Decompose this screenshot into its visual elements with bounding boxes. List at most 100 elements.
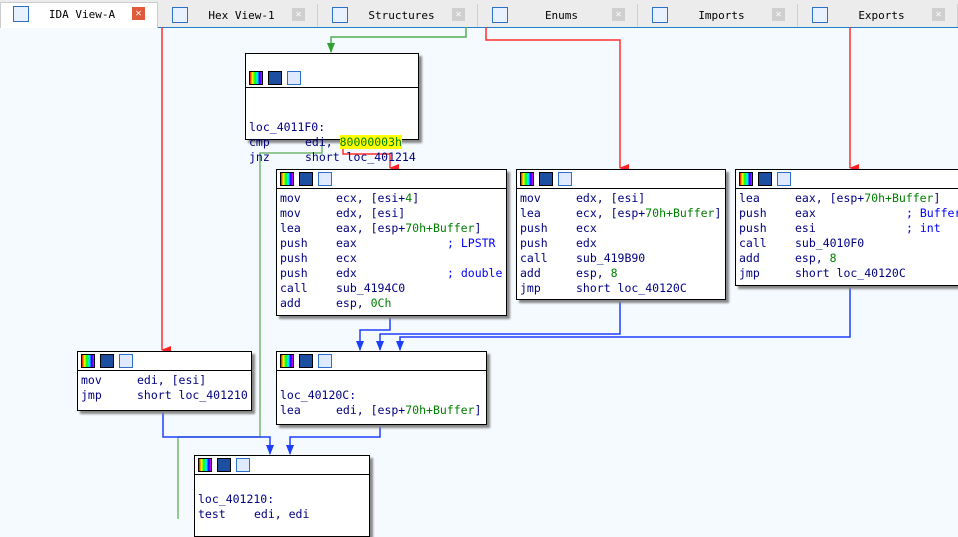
- operand: edx: [576, 236, 597, 250]
- mnemonic: call: [739, 236, 767, 250]
- close-icon[interactable]: ✕: [452, 8, 465, 21]
- edge-true: [485, 27, 629, 172]
- instruction-line[interactable]: mov edi, [esi]: [81, 373, 206, 387]
- code-block[interactable]: mov edx, [esi] lea ecx, [esp+70h+Buffer] p…: [516, 169, 726, 300]
- instruction-line[interactable]: push ecx: [280, 251, 357, 265]
- exports-icon: [812, 7, 828, 23]
- highlighted-constant[interactable]: 80000003h: [339, 135, 402, 149]
- instruction-line[interactable]: push eax ; Buffer: [739, 206, 958, 220]
- instruction-line[interactable]: jmp short loc_40120C: [739, 266, 906, 280]
- instruction-line[interactable]: lea ecx, [esp+70h+Buffer]: [520, 206, 721, 220]
- block-label: loc_4011F0:: [249, 120, 326, 134]
- close-icon[interactable]: ✕: [772, 8, 785, 21]
- instruction-line[interactable]: add esp, 8: [739, 251, 837, 265]
- operand-tail: ]: [412, 191, 420, 205]
- edge-false: [177, 139, 323, 519]
- instruction-line[interactable]: call sub_4194C0: [280, 281, 405, 295]
- instruction-line[interactable]: push esi ; int: [739, 221, 941, 235]
- mnemonic: jmp: [81, 388, 102, 402]
- color-icon[interactable]: [280, 172, 294, 186]
- tab-exports[interactable]: Exports ✕: [800, 4, 958, 27]
- mnemonic: lea: [280, 221, 301, 235]
- mnemonic: add: [520, 266, 541, 280]
- instruction-line[interactable]: add esp, 0Ch: [280, 296, 391, 310]
- instruction-line[interactable]: mov edx, [esi]: [520, 191, 645, 205]
- edit-icon[interactable]: [539, 172, 553, 186]
- color-icon[interactable]: [249, 71, 263, 85]
- tab-hex-view-1[interactable]: Hex View-1 ✕: [160, 4, 318, 27]
- operand: esi: [795, 221, 816, 235]
- edit-icon[interactable]: [268, 71, 282, 85]
- operand: esp,: [336, 296, 371, 310]
- operand: edi, [esp+: [336, 403, 406, 417]
- mnemonic: jmp: [739, 266, 760, 280]
- instruction-line[interactable]: push eax ; LPSTR: [280, 236, 495, 250]
- mnemonic: push: [739, 221, 767, 235]
- tab-ida-view-a[interactable]: IDA View-A ✕: [0, 2, 158, 28]
- code-block-loc-401210[interactable]: loc_401210: test edi, edi: [194, 455, 370, 537]
- instruction-line[interactable]: push edx: [520, 236, 597, 250]
- operand: short loc_401214: [305, 150, 416, 164]
- instruction-line[interactable]: jmp short loc_401210: [81, 388, 248, 402]
- close-icon[interactable]: ✕: [932, 8, 945, 21]
- block-header: [78, 352, 251, 371]
- operand: short loc_40120C: [795, 266, 906, 280]
- edit-icon[interactable]: [217, 458, 231, 472]
- color-icon[interactable]: [739, 172, 753, 186]
- instruction-line[interactable]: mov ecx, [esi+4]: [280, 191, 419, 205]
- edge-jump: [376, 298, 621, 351]
- color-icon[interactable]: [520, 172, 534, 186]
- instruction-line[interactable]: call sub_4010F0: [739, 236, 864, 250]
- tab-imports[interactable]: Imports ✕: [640, 4, 798, 27]
- instruction-line[interactable]: lea eax, [esp+70h+Buffer]: [739, 191, 940, 205]
- color-icon[interactable]: [198, 458, 212, 472]
- instruction-line[interactable]: push ecx: [520, 221, 597, 235]
- instruction-line[interactable]: test edi, edi: [198, 507, 309, 521]
- instruction-line[interactable]: lea eax, [esp+70h+Buffer]: [280, 221, 481, 235]
- close-icon[interactable]: ✕: [132, 7, 145, 20]
- graph-icon[interactable]: [777, 172, 791, 186]
- color-icon[interactable]: [280, 354, 294, 368]
- operand: edx: [336, 266, 357, 280]
- instruction-line[interactable]: call sub_419B90: [520, 251, 645, 265]
- instruction-line[interactable]: lea edi, [esp+70h+Buffer]: [280, 403, 481, 417]
- close-icon[interactable]: ✕: [292, 8, 305, 21]
- operand: short loc_401210: [137, 388, 248, 402]
- tab-label: Hex View-1: [208, 9, 275, 22]
- edit-icon[interactable]: [299, 172, 313, 186]
- instruction-line[interactable]: mov edx, [esi]: [280, 206, 405, 220]
- imports-icon: [652, 7, 668, 23]
- code-block[interactable]: lea eax, [esp+70h+Buffer] push eax ; Buffer…: [735, 169, 958, 286]
- graph-icon[interactable]: [318, 172, 332, 186]
- edit-icon[interactable]: [299, 354, 313, 368]
- code-block[interactable]: mov edi, [esi] jmp short loc_401210: [77, 351, 252, 411]
- code-block[interactable]: mov ecx, [esi+4] mov edx, [esi] lea eax, [e…: [276, 169, 507, 316]
- code-block-loc-40120c[interactable]: loc_40120C: lea edi, [esp+70h+Buffer]: [276, 351, 487, 425]
- graph-icon[interactable]: [119, 354, 133, 368]
- instruction-line[interactable]: jmp short loc_40120C: [520, 281, 687, 295]
- edit-icon[interactable]: [100, 354, 114, 368]
- block-header: [277, 170, 506, 189]
- close-icon[interactable]: ✕: [612, 8, 625, 21]
- operand: edi, edi: [254, 507, 310, 521]
- edit-icon[interactable]: [758, 172, 772, 186]
- block-header: [195, 456, 369, 475]
- hex-icon: [172, 7, 188, 23]
- operand: short loc_40120C: [576, 281, 687, 295]
- mnemonic: mov: [81, 373, 102, 387]
- graph-icon[interactable]: [236, 458, 250, 472]
- instruction-line[interactable]: add esp, 8: [520, 266, 618, 280]
- tab-structures[interactable]: Structures ✕: [320, 4, 478, 27]
- graph-icon[interactable]: [318, 354, 332, 368]
- graph-icon[interactable]: [287, 71, 301, 85]
- block-header: [277, 352, 486, 371]
- code-block-loc-4011f0[interactable]: loc_4011F0: cmp edi, 80000003h jnz short l…: [245, 53, 419, 164]
- instruction-line[interactable]: push edx ; double: [280, 266, 502, 280]
- mnemonic: push: [520, 221, 548, 235]
- mnemonic: mov: [280, 206, 301, 220]
- operand: ecx, [esi+: [336, 191, 406, 205]
- tab-enums[interactable]: Enums ✕: [480, 4, 638, 27]
- operand-tail: ]: [933, 191, 941, 205]
- graph-icon[interactable]: [558, 172, 572, 186]
- color-icon[interactable]: [81, 354, 95, 368]
